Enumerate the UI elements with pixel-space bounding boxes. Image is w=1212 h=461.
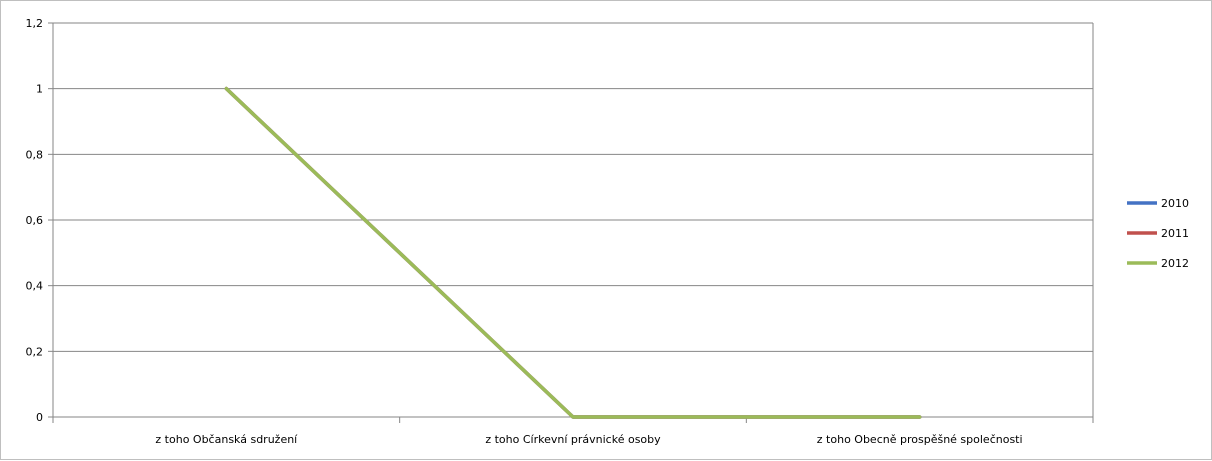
- y-tick-label: 0,8: [26, 148, 44, 161]
- gridlines: [53, 22, 1093, 352]
- y-tick-label: 0,6: [26, 214, 44, 227]
- legend: 2010 2011 2012: [1127, 197, 1189, 270]
- y-tick-label: 1: [36, 83, 43, 96]
- y-tick-label: 0: [36, 411, 43, 424]
- x-axis-category-labels: z toho Občanská sdružení z toho Církevní …: [155, 433, 1022, 446]
- axes: [48, 22, 1094, 423]
- y-axis-tick-labels: 0 0,2 0,4 0,6 0,8 1 1,2: [26, 17, 44, 424]
- x-category-label: z toho Církevní právnické osoby: [485, 433, 661, 446]
- x-category-label: z toho Obecně prospěšné společnosti: [817, 433, 1023, 446]
- legend-label-2012: 2012: [1161, 257, 1189, 270]
- y-tick-label: 0,2: [26, 345, 44, 358]
- y-tick-label: 0,4: [26, 280, 44, 293]
- series-line-2010: [224, 86, 922, 419]
- legend-label-2010: 2010: [1161, 197, 1189, 210]
- x-category-label: z toho Občanská sdružení: [155, 433, 298, 446]
- series-line-2011: [224, 86, 922, 419]
- series-lines: [224, 86, 922, 419]
- series-line-2012: [224, 86, 922, 419]
- y-tick-label: 1,2: [26, 17, 44, 30]
- legend-label-2011: 2011: [1161, 227, 1189, 240]
